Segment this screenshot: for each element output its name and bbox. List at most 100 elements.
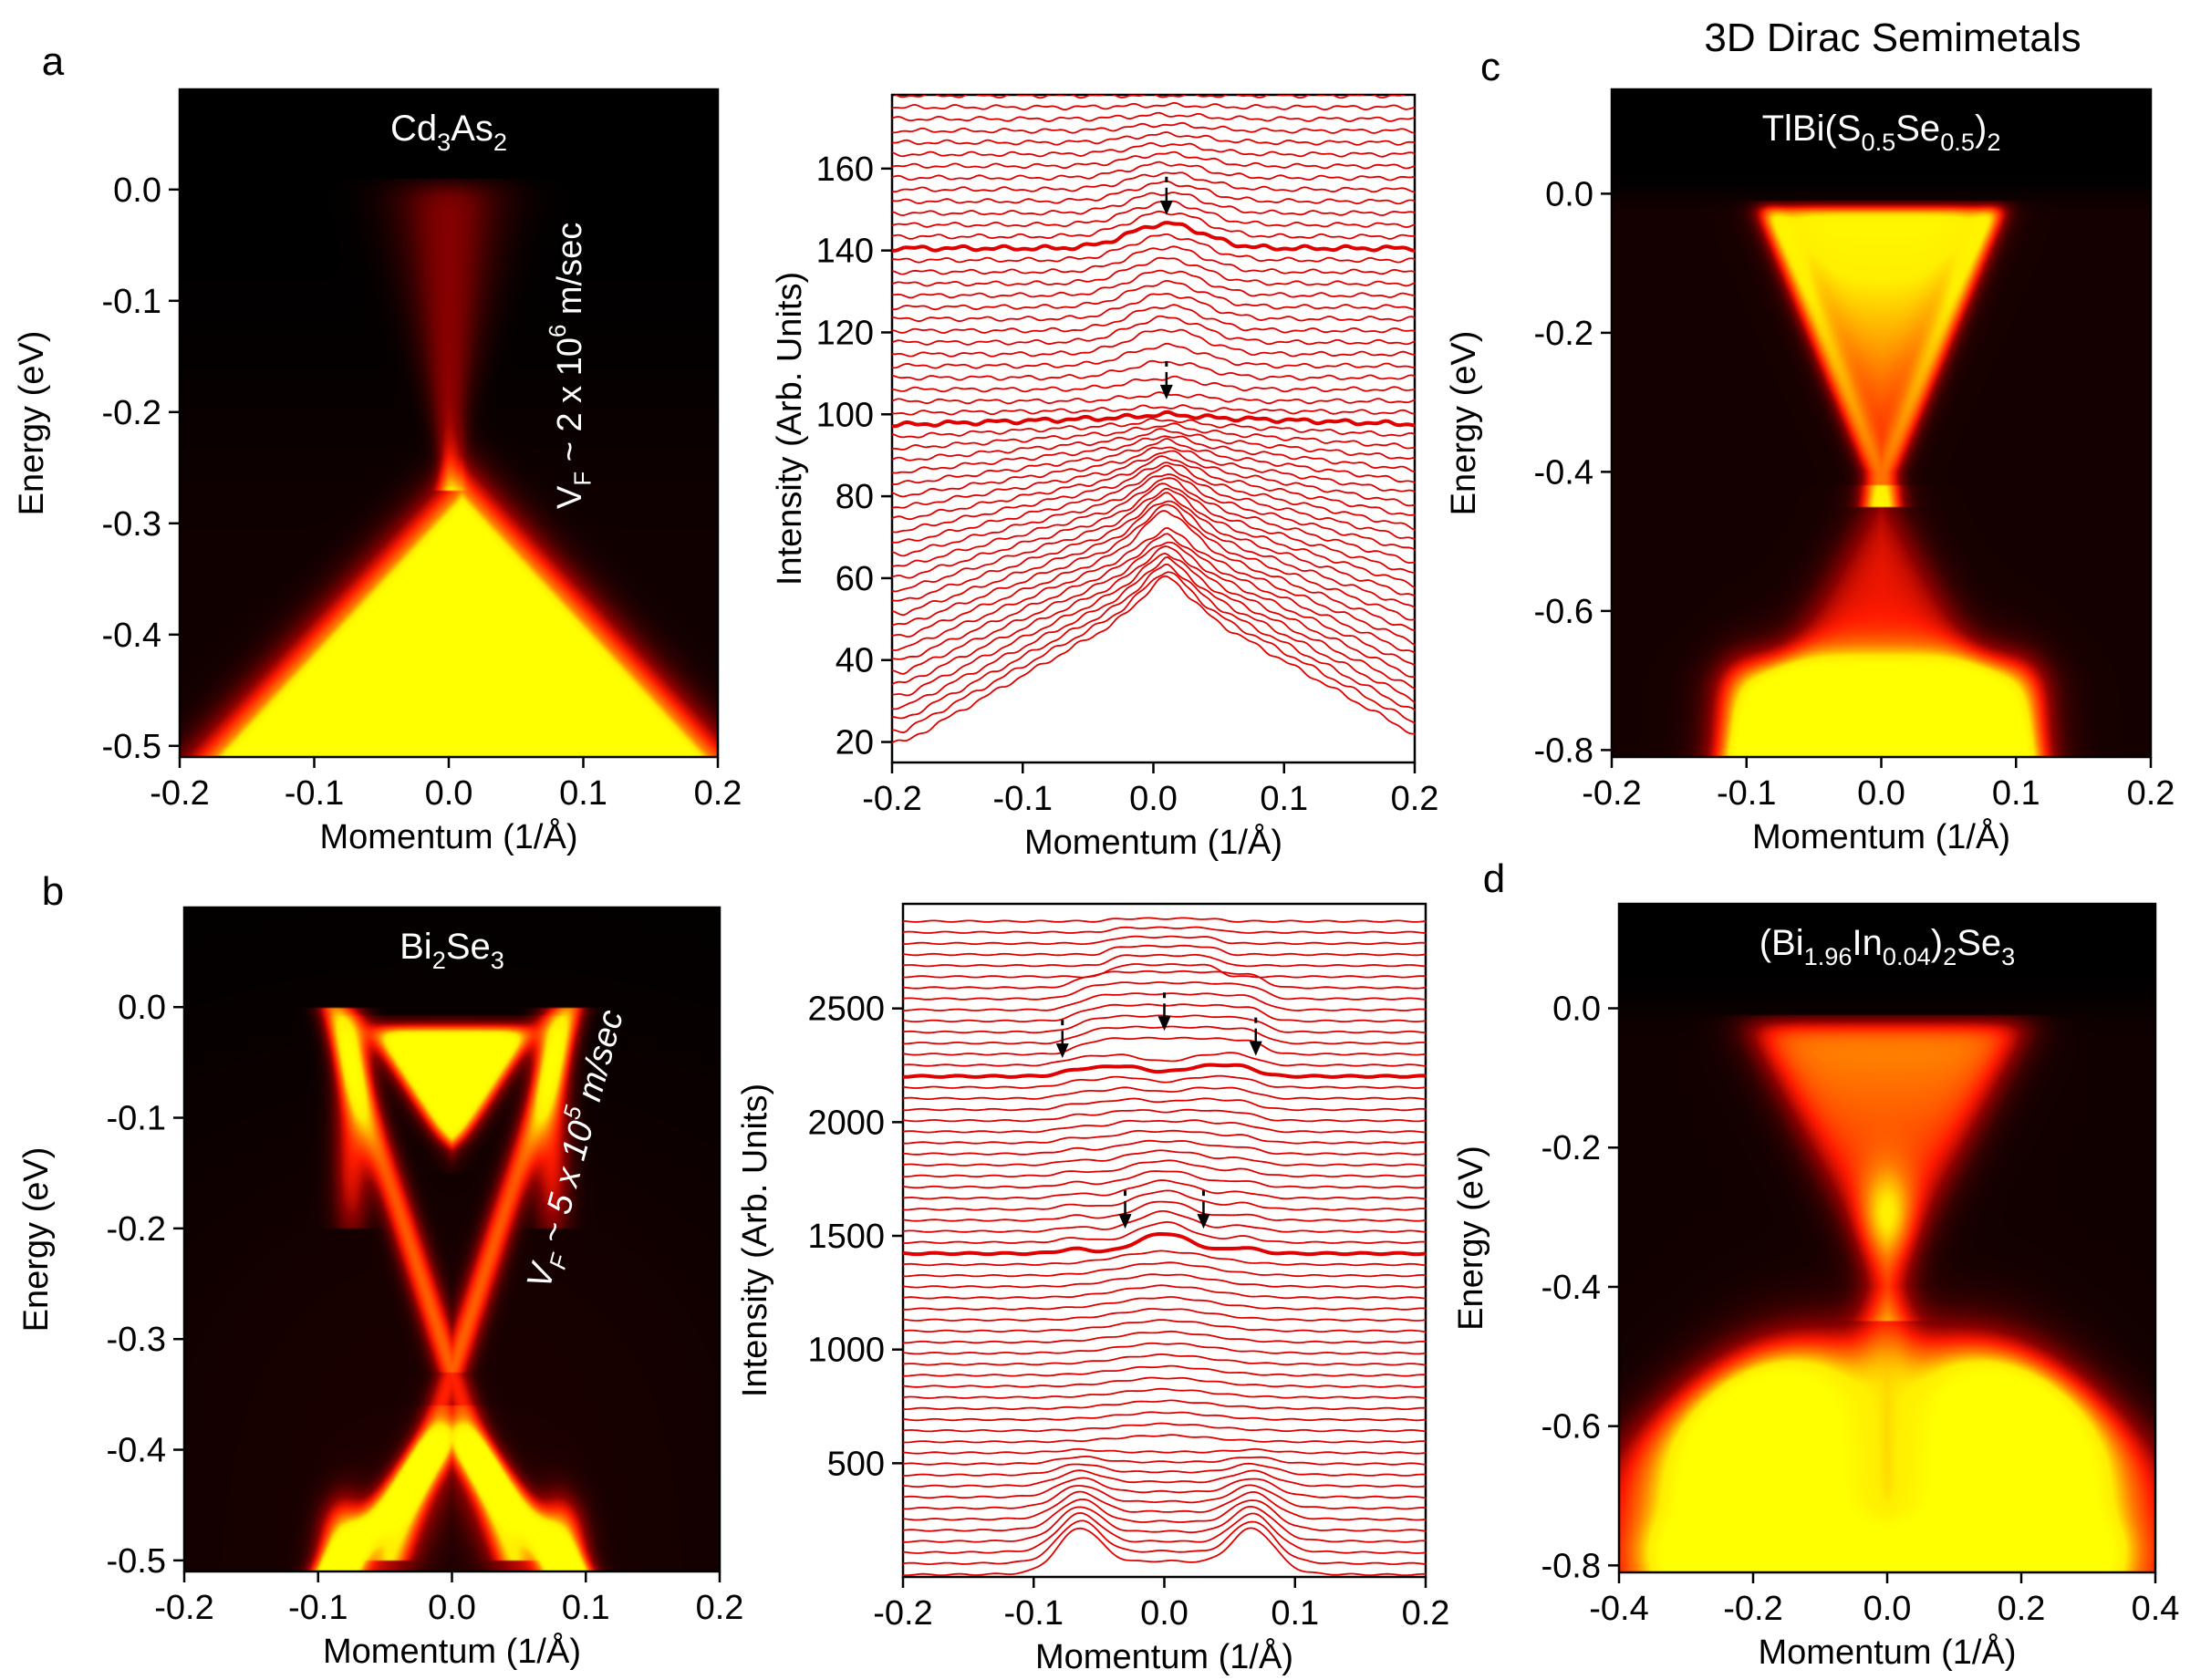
- series-line: [892, 422, 1415, 451]
- series-line: [892, 435, 1415, 474]
- x-tick-label: -0.1: [1717, 774, 1776, 813]
- series-line: [892, 455, 1415, 521]
- series-line: [892, 477, 1415, 568]
- peak-arrow: [1249, 1017, 1262, 1056]
- panel-b-map: Bi2Se3 -0.2 -0.1 0.0 0.1 0.2 0.0 -0.1 -0.2 -0.3 -0…: [17, 869, 743, 1671]
- text-part: 2: [432, 946, 446, 974]
- series-line: [892, 526, 1415, 652]
- x-tick-label: -0.1: [285, 774, 344, 813]
- x-tick-label: 0.2: [1998, 1590, 2046, 1628]
- text-part: Cd: [390, 109, 437, 149]
- series-line: [892, 161, 1415, 181]
- series-line: [892, 492, 1415, 602]
- x-tick-label: 0.1: [559, 774, 607, 813]
- x-axis-label: Momentum (1/Å): [1752, 816, 2010, 856]
- series-line: [892, 510, 1415, 638]
- x-tick-label: 0.1: [1271, 1594, 1319, 1633]
- series-line: [892, 438, 1415, 486]
- panel-letter: c: [1480, 45, 1500, 89]
- text-part: 2: [1987, 128, 2000, 156]
- y-tick-label: -0.8: [1541, 1547, 1601, 1585]
- text-part: Se: [446, 927, 491, 967]
- y-tick-label: -0.3: [102, 505, 161, 544]
- series-line: [903, 1505, 1426, 1543]
- series-line: [892, 342, 1415, 369]
- y-tick-label: -0.4: [1541, 1269, 1601, 1307]
- y-axis-label: Intensity (Arb. Units): [736, 1084, 774, 1397]
- x-tick-label: 0.0: [1857, 774, 1905, 813]
- text-part: ~ 2 x 10: [551, 337, 589, 472]
- series-line: [892, 315, 1415, 346]
- series-line: [893, 95, 1415, 99]
- text-part: 6: [545, 325, 571, 337]
- y-tick-label: -0.4: [102, 617, 161, 655]
- panel-title: Bi2Se3: [400, 927, 504, 974]
- text-part: 1.96: [1804, 942, 1853, 970]
- series-line: [903, 1434, 1426, 1444]
- series-line: [892, 210, 1415, 240]
- series-line: [903, 1498, 1426, 1532]
- text-part: 2: [493, 128, 507, 156]
- series-line: [903, 1411, 1426, 1422]
- series-line: [892, 111, 1415, 123]
- y-tick-label: 60: [836, 560, 874, 598]
- intensity-map: [180, 89, 718, 757]
- x-tick-label: 0.2: [694, 774, 742, 813]
- series-line: [903, 1119, 1426, 1134]
- series-line: [892, 545, 1415, 686]
- y-tick-label: -0.4: [107, 1432, 166, 1470]
- text-part: ): [1975, 109, 1987, 149]
- series-line: [892, 533, 1415, 660]
- text-part: 0.5: [1940, 128, 1975, 156]
- x-axis-label: Momentum (1/Å): [320, 816, 578, 856]
- series-line: [903, 980, 1426, 1001]
- series-line: [892, 404, 1415, 416]
- series-line: [903, 1139, 1426, 1156]
- peak-arrow: [1159, 176, 1173, 215]
- series-line: [892, 150, 1415, 170]
- text-part: F: [571, 472, 597, 486]
- x-tick-label: 0.0: [1140, 1594, 1189, 1633]
- y-tick-label: 120: [816, 314, 874, 352]
- x-tick-label: 0.4: [2132, 1590, 2180, 1628]
- y-tick-label: -0.8: [1534, 731, 1593, 770]
- series-line: [892, 328, 1415, 358]
- x-tick-label: 0.0: [425, 774, 473, 813]
- y-tick-label: 80: [836, 478, 874, 516]
- peak-arrow: [1055, 1020, 1069, 1059]
- y-tick-label: 0.0: [113, 171, 161, 210]
- x-tick-label: 0.0: [1129, 780, 1178, 818]
- series-line: [903, 917, 1426, 923]
- series-line: [903, 1149, 1426, 1167]
- series-line: [903, 963, 1426, 979]
- panel-letter: d: [1483, 856, 1505, 901]
- series-line: [903, 1455, 1426, 1466]
- y-tick-label: 40: [836, 642, 874, 680]
- series-line: [903, 1261, 1426, 1278]
- series-line: [903, 1387, 1426, 1399]
- y-tick-label: 1500: [807, 1218, 885, 1256]
- peak-arrow: [1197, 1190, 1210, 1229]
- series-line: [903, 1220, 1426, 1244]
- series-line: [892, 464, 1415, 544]
- y-tick-label: -0.1: [107, 1100, 166, 1138]
- series-line: [892, 233, 1415, 264]
- series-line: [892, 418, 1415, 439]
- text-part: m/sec: [551, 223, 589, 325]
- series-line: [903, 1273, 1426, 1289]
- x-axis-label: Momentum (1/Å): [1759, 1632, 2017, 1672]
- series-line: [892, 304, 1415, 335]
- series-line: [892, 121, 1415, 134]
- series-line: [903, 1097, 1426, 1112]
- y-tick-label: 0.0: [118, 989, 166, 1027]
- panel-title: (Bi1.96In0.04)2Se3: [1759, 923, 2016, 970]
- x-tick-label: 0.2: [2127, 774, 2175, 813]
- series-line: [903, 1330, 1426, 1344]
- y-tick-label: -0.2: [1534, 315, 1593, 353]
- y-axis-label: Energy (eV): [1445, 331, 1483, 516]
- panel-title: TlBi(S0.5Se0.5)2: [1762, 109, 2001, 156]
- x-tick-label: -0.2: [1582, 774, 1641, 813]
- text-part: 0.5: [1861, 128, 1895, 156]
- series-line: [892, 141, 1415, 158]
- series-line: [892, 279, 1415, 311]
